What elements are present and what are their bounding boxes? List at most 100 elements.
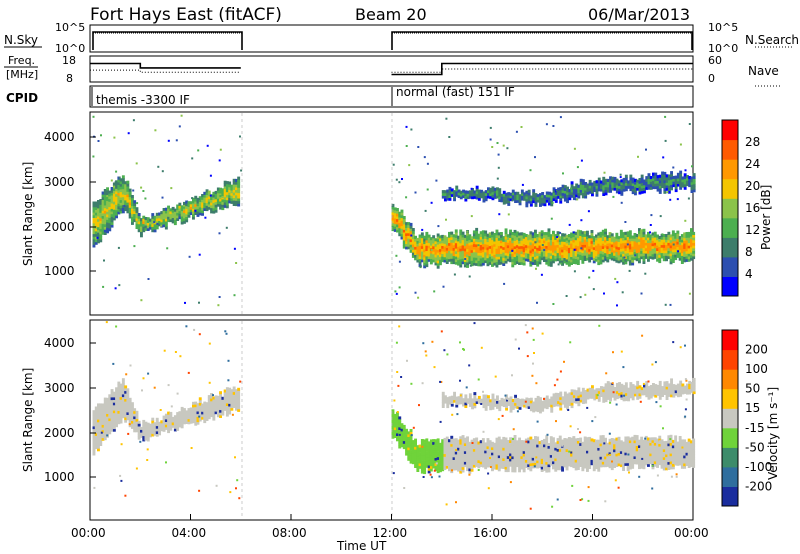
heat-cell [192,415,195,418]
heat-cell [610,443,614,447]
heat-cell [497,463,501,466]
heat-cell [502,201,506,205]
heat-cell [581,447,585,451]
heat-cell [591,187,594,191]
heat-cell [610,249,614,253]
heat-cell [610,438,614,441]
heat-cell [196,408,200,412]
heat-cell [409,247,413,251]
heat-cell [205,191,209,195]
heat-cell [669,440,673,443]
heat-cell [486,247,490,251]
heat-cell [581,239,585,243]
heat-cell [470,468,474,472]
heat-cell [194,401,198,405]
heat-cell [441,463,445,466]
heat-cell [402,221,406,225]
heat-cell [674,440,678,444]
heat-cell [513,448,517,452]
heat-cell [491,455,494,458]
heat-cell [579,186,583,190]
heat-cell [493,461,497,465]
heat-cell [610,440,614,444]
heat-cell [538,245,542,249]
heat-cell [511,256,515,260]
heat-cell [619,448,623,452]
heat-cell [565,441,569,444]
heat-cell [475,254,479,258]
heat-cell [103,424,107,427]
heat-cell [522,249,526,253]
heat-cell [463,261,467,265]
heat-cell [423,442,427,446]
heat-cell [235,391,238,395]
heat-cell [656,247,659,251]
heat-cell [482,199,486,203]
heat-cell [101,411,105,415]
heat-cell [543,465,546,469]
heat-cell [633,445,637,449]
heat-cell [647,250,650,254]
heat-cell [631,177,635,181]
heat-cell [552,189,556,193]
heat-cell [475,233,479,237]
heat-cell [540,447,544,451]
heat-speckle [114,181,117,184]
heat-cell [92,418,96,422]
heat-cell [454,451,458,455]
heat-cell [543,258,546,262]
heat-cell [572,186,576,190]
heat-cell [461,242,465,246]
heat-cell [576,464,580,468]
heat-cell [604,443,607,447]
heat-cell [472,456,476,460]
heat-cell [663,190,667,194]
heat-cell [443,254,447,258]
heat-cell [420,439,424,442]
heat-cell [201,207,204,211]
cpid-mode-2: normal (fast) 151 IF [396,85,515,99]
heat-cell [579,464,583,467]
heat-cell [178,216,182,220]
heat-cell [660,463,664,467]
heat-cell [151,430,155,434]
heat-cell [606,461,610,465]
heat-cell [237,182,241,186]
heat-cell [563,185,567,189]
heat-cell [158,429,161,433]
heat-cell [597,256,601,260]
heat-cell [617,249,621,253]
heat-cell [556,451,560,455]
heat-cell [665,446,668,450]
heat-cell [479,442,483,446]
heat-cell [561,187,565,191]
heat-cell [647,448,650,451]
heat-cell [479,255,483,259]
heat-cell [620,184,624,188]
heat-cell [110,405,114,408]
heat-cell [572,242,576,246]
heat-cell [445,455,449,459]
heat-cell [640,253,644,257]
noise-panel: N.Sky 10^5 10^0 10^5 10^0 N.Search [4,21,799,55]
heat-cell [135,217,139,221]
heat-cell [581,195,585,199]
heat-cell [575,191,579,195]
heat-cell [549,261,553,265]
heat-cell [601,448,605,452]
heat-cell [398,230,402,234]
heat-cell [173,211,177,215]
heat-cell [615,437,619,441]
heat-cell [119,202,123,206]
heat-cell [688,176,692,180]
heat-cell [665,451,668,455]
heat-cell [543,446,546,450]
heat-cell [628,440,632,444]
heat-cell [527,253,531,257]
heat-cell [446,192,450,196]
heat-cell [563,445,567,449]
heat-cell [687,256,691,260]
heat-cell [665,182,669,186]
heat-speckle [584,293,587,296]
heat-cell [626,239,630,243]
